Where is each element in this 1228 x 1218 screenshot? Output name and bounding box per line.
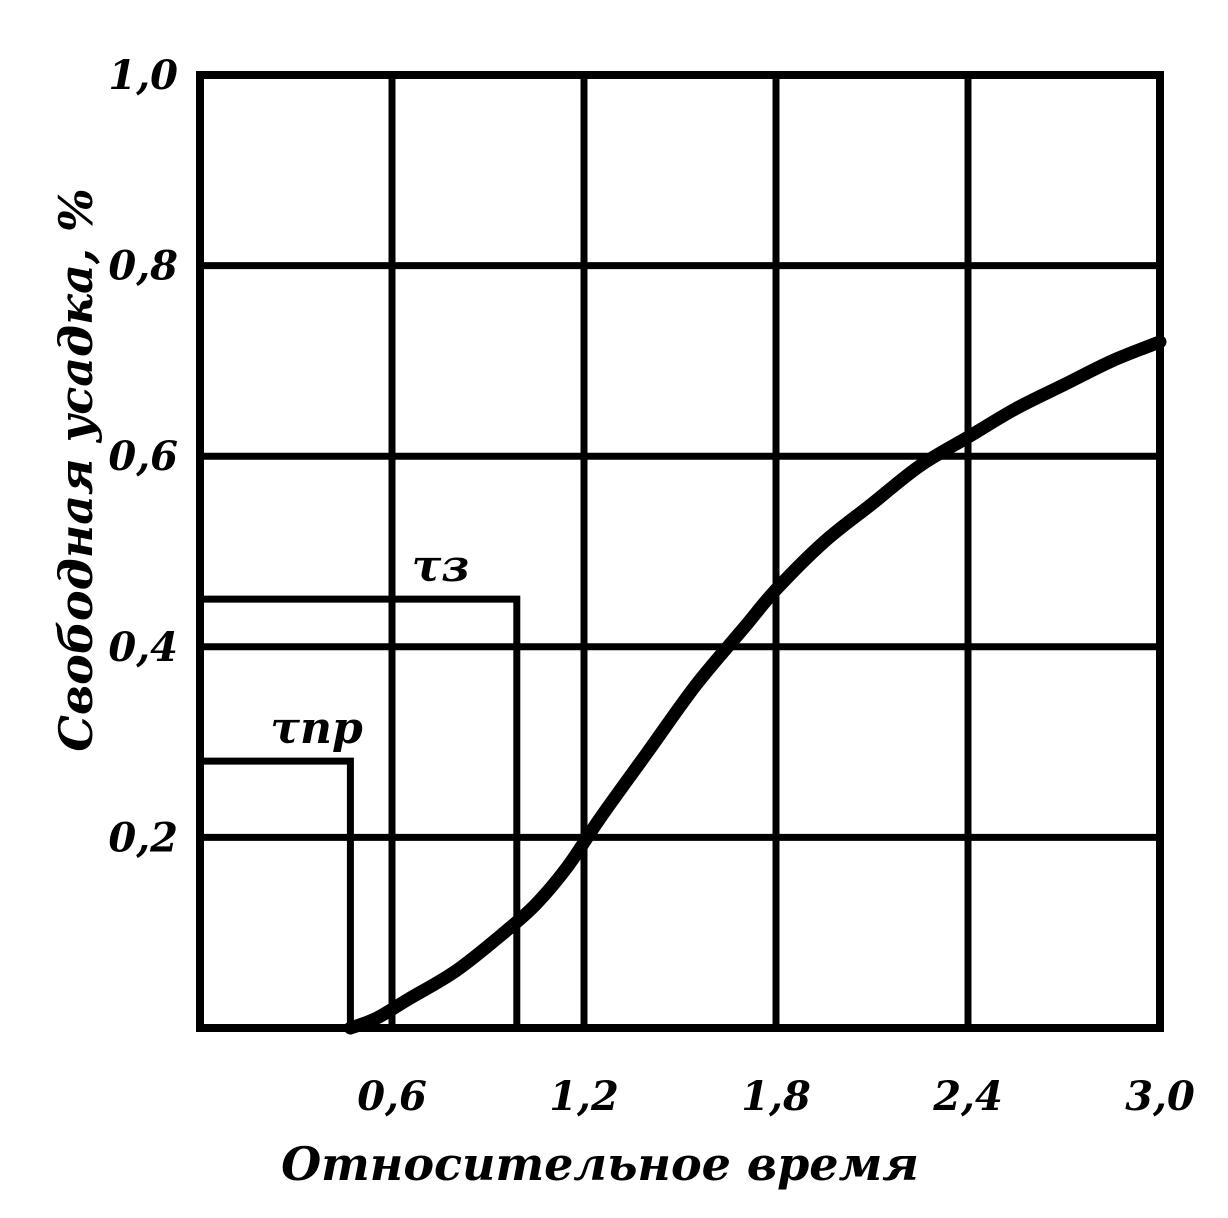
series-point-0-4 bbox=[501, 929, 507, 936]
series-point-0-9 bbox=[693, 681, 699, 688]
series-point-0-16 bbox=[1013, 405, 1019, 412]
x-tick-label-1: 1,2 bbox=[549, 1073, 619, 1120]
series-point-0-17 bbox=[1061, 381, 1067, 388]
marker-layer bbox=[200, 595, 521, 1028]
tau-z-label: τз bbox=[412, 541, 470, 592]
series-point-0-13 bbox=[869, 500, 875, 507]
y-tick-label-1: 0,4 bbox=[108, 624, 178, 671]
grid-layer bbox=[196, 71, 1164, 1032]
series-point-0-1 bbox=[373, 1015, 379, 1022]
tau-z-marker-line bbox=[200, 595, 521, 1028]
plot-frame bbox=[196, 71, 1164, 1032]
y-tick-label-4: 1,0 bbox=[108, 52, 178, 99]
series-point-0-15 bbox=[965, 434, 971, 441]
y-tick-label-0: 0,2 bbox=[108, 814, 178, 861]
series-point-0-2 bbox=[405, 996, 411, 1003]
x-axis-label: Относительное время bbox=[281, 1137, 919, 1191]
series-point-0-6 bbox=[565, 862, 571, 869]
x-tick-label-0: 0,6 bbox=[357, 1073, 427, 1120]
series-line-0 bbox=[343, 335, 1167, 1035]
series-point-0-0 bbox=[347, 1025, 354, 1031]
tau-pr-marker-line bbox=[200, 757, 354, 1028]
series-point-0-19 bbox=[1157, 338, 1163, 345]
tick-layer: 0,6 1,2 1,8 2,4 3,0 0,2 0,4 0,6 0,8 1,0 bbox=[108, 52, 1195, 1120]
series-point-0-12 bbox=[821, 538, 827, 545]
x-tick-label-2: 1,8 bbox=[741, 1073, 811, 1120]
series-point-0-18 bbox=[1109, 357, 1115, 364]
y-axis-label: Свободная усадка, % bbox=[49, 188, 103, 751]
series-point-0-11 bbox=[773, 586, 779, 593]
x-tick-label-3: 2,4 bbox=[932, 1073, 1003, 1120]
series-point-0-14 bbox=[917, 462, 923, 469]
x-tick-label-4: 3,0 bbox=[1125, 1073, 1195, 1120]
tau-pr-label: τпр bbox=[270, 703, 363, 754]
series-point-0-3 bbox=[453, 967, 459, 974]
series-point-0-5 bbox=[533, 901, 539, 908]
y-tick-label-2: 0,6 bbox=[108, 433, 178, 480]
series-point-0-7 bbox=[597, 815, 603, 822]
series-layer bbox=[343, 335, 1167, 1035]
series-point-0-10 bbox=[741, 624, 747, 631]
y-tick-label-3: 0,8 bbox=[108, 243, 178, 290]
series-point-0-8 bbox=[645, 748, 651, 755]
